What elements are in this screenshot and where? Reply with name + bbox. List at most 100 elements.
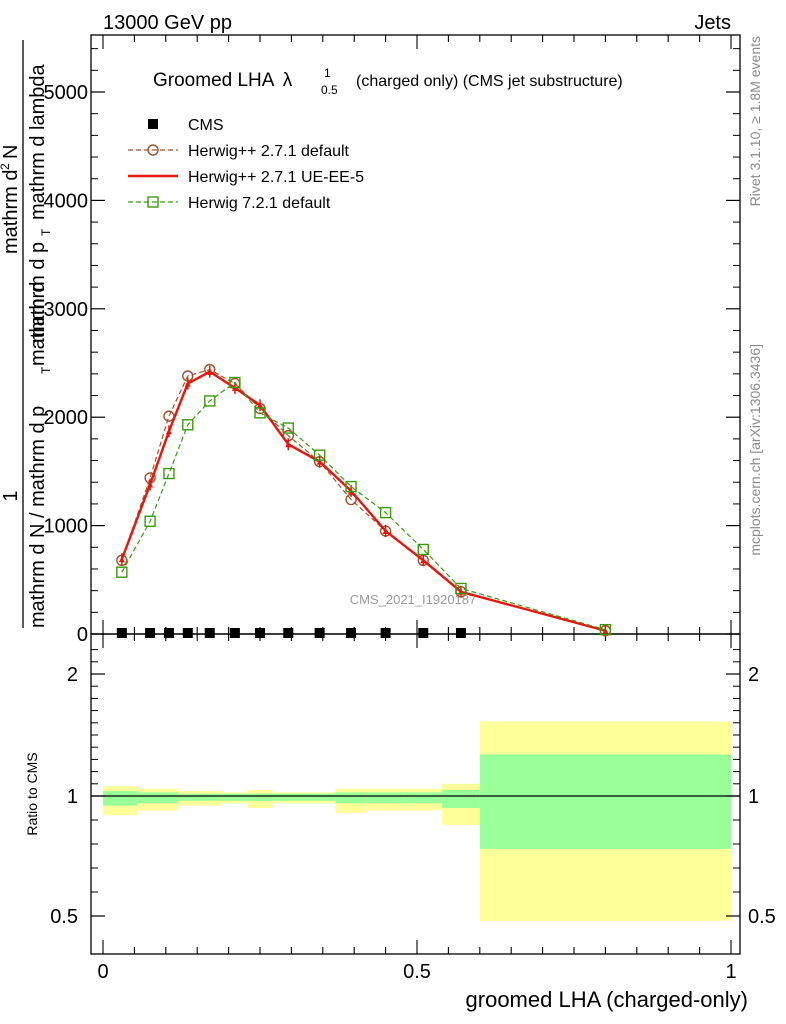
main-y-axis: 0 1000 2000 3000 4000 5000 (44, 48, 740, 646)
data-point (346, 628, 357, 638)
data-point (380, 628, 391, 638)
ratio-panel-frame (90, 633, 741, 955)
ylabel-right-bottom-tail: mathrm d lambda (27, 64, 49, 220)
x-tick-label: 1 (725, 961, 736, 983)
data-point (206, 368, 213, 375)
legend-entry: Herwig 7.2.1 default (128, 195, 331, 212)
ylabel-top-num-1: mathrm d (0, 170, 22, 254)
mcplots-label: mcplots.cern.ch [arXiv:1306.3436] (747, 344, 763, 556)
header-left: 13000 GeV pp (103, 12, 232, 34)
ratio-band-inner (442, 789, 480, 808)
ratio-y-tick-label-right: 2 (748, 664, 759, 686)
y-tick-label: 2000 (44, 407, 89, 429)
series-line (121, 381, 606, 631)
data-point (254, 407, 266, 419)
svg-text:Groomed LHA λ: Groomed LHA λ (153, 70, 293, 91)
data-point (345, 480, 357, 493)
data-point (116, 566, 128, 578)
legend-marker (147, 196, 159, 208)
data-point (182, 419, 194, 431)
legend-label: Herwig++ 2.7.1 UE-EE-5 (188, 169, 364, 186)
data-point (285, 441, 292, 448)
data-point (313, 449, 326, 461)
y-axis-label-main: 1 mathrm d N 2 mathrm d p T mathrm d lam… (0, 40, 53, 628)
data-point (229, 376, 241, 389)
data-point (145, 628, 156, 638)
data-point (316, 458, 323, 465)
rivet-label: Rivet 3.1.10, ≥ 1.8M events (747, 36, 763, 206)
data-point (455, 582, 467, 595)
ratio-band-inner (137, 792, 160, 804)
data-point (184, 380, 191, 387)
x-tick-label: 0 (97, 961, 108, 983)
data-point (144, 515, 156, 527)
data-point (204, 395, 216, 407)
header-right: Jets (694, 12, 731, 34)
series-3 (116, 376, 612, 636)
ylabel-right-bottom: mathrm d p (27, 242, 49, 343)
data-point (417, 543, 429, 556)
ylabel-denominator-sub: T (39, 366, 53, 374)
plot-title: Groomed LHA λ 1 0.5 (charged only) (CMS … (153, 66, 623, 97)
ratio-band-inner (272, 793, 304, 801)
ratio-y-tick-label: 0.5 (50, 906, 78, 928)
ratio-band-inner (247, 793, 273, 801)
legend-entry: Herwig++ 2.7.1 default (128, 143, 350, 160)
ratio-band-inner (404, 792, 443, 804)
legend: CMS Herwig++ 2.7.1 default Herwig++ 2.7.1 … (128, 117, 364, 212)
data-point (314, 628, 325, 638)
data-point (599, 623, 612, 636)
ratio-band-inner (103, 791, 138, 806)
ratio-band-inner (178, 793, 198, 801)
y-tick-label: 5000 (44, 82, 89, 104)
title-symbol: λ (283, 70, 293, 91)
ratio-band-inner (335, 792, 367, 804)
data-point (282, 422, 294, 434)
title-sup: 1 (324, 66, 331, 80)
legend-entry: Herwig++ 2.7.1 UE-EE-5 (128, 169, 364, 186)
data-point (147, 481, 154, 488)
data-point (420, 557, 427, 564)
data-point (204, 628, 215, 638)
watermark: CMS_2021_I1920187 (350, 592, 477, 607)
ratio-band-inner (303, 793, 336, 801)
ratio-y-tick-label: 2 (67, 664, 78, 686)
data-point (255, 628, 265, 638)
y-tick-label: 4000 (44, 190, 89, 212)
ylabel-mid: mathrm d (27, 282, 49, 366)
series-0 (116, 628, 466, 638)
ratio-band-inner (479, 754, 731, 849)
ratio-band-inner (366, 792, 405, 804)
ratio-band-inner (159, 792, 179, 804)
data-point (116, 628, 127, 638)
ratio-band-inner (222, 793, 248, 801)
legend-label: Herwig 7.2.1 default (188, 195, 331, 212)
title-prefix: Groomed LHA (153, 70, 275, 91)
data-point (455, 628, 466, 638)
data-point (229, 628, 240, 638)
x-tick-label: 0.5 (403, 961, 431, 983)
ratio-y-tick-label: 1 (67, 786, 78, 808)
legend-marker (147, 144, 159, 156)
data-point (182, 628, 193, 638)
legend-marker (148, 119, 158, 129)
title-sub: 0.5 (321, 83, 338, 97)
ylabel-denominator: mathrm d N / mathrm d p (27, 406, 49, 628)
ylabel-right-bottom-sub: T (39, 228, 53, 236)
data-point (379, 506, 392, 519)
ylabel-top-N: N (0, 145, 22, 159)
series-layer (116, 363, 612, 638)
ratio-band-inner (197, 793, 223, 801)
y-tick-label: 3000 (44, 299, 89, 321)
legend-entry: CMS (148, 117, 224, 134)
data-point (382, 528, 389, 535)
y-tick-label: 1000 (44, 516, 89, 538)
ylabel-top-sup: 2 (0, 163, 12, 170)
data-point (163, 467, 175, 480)
ratio-bands (103, 721, 731, 921)
data-point (418, 628, 429, 638)
data-point (257, 402, 263, 409)
ratio-y-tick-label-right: 1 (748, 786, 759, 808)
y-tick-label: 0 (77, 624, 88, 646)
ratio-y-axis: 0.5 0.5 1 1 2 2 (50, 649, 776, 928)
